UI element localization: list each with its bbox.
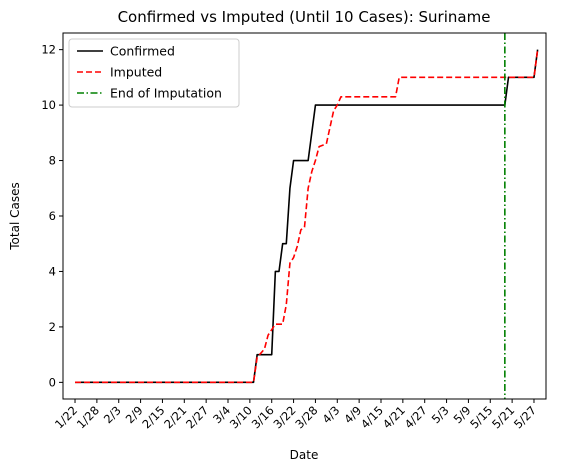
- x-tick-label: 1/28: [74, 403, 102, 431]
- x-tick-label: 3/10: [227, 403, 255, 431]
- legend: Confirmed Imputed End of Imputation: [68, 38, 240, 108]
- x-tick-label: 2/3: [101, 403, 124, 426]
- y-axis-label: Total Cases: [8, 182, 22, 250]
- x-tick-label: 5/15: [467, 403, 495, 431]
- y-tick-label: 12: [41, 43, 56, 57]
- series-line-confirmed: [75, 49, 539, 384]
- x-tick-label: 3/28: [292, 403, 320, 431]
- x-ticks: 1/221/282/32/92/152/212/273/43/103/163/2…: [52, 399, 539, 431]
- x-tick-label: 1/22: [52, 403, 80, 431]
- y-tick-label: 10: [41, 98, 56, 112]
- x-tick-label: 4/21: [380, 403, 408, 431]
- y-ticks: 0 2 4 6 8 10 12: [41, 43, 63, 389]
- legend-label-confirmed: Confirmed: [110, 44, 175, 59]
- x-tick-label: 5/21: [489, 403, 517, 431]
- chart-title: Confirmed vs Imputed (Until 10 Cases): S…: [118, 8, 491, 26]
- x-tick-label: 3/22: [271, 403, 299, 431]
- x-tick-label: 3/16: [249, 403, 277, 431]
- x-tick-label: 2/21: [161, 403, 189, 431]
- y-tick-label: 0: [49, 375, 56, 389]
- x-tick-label: 2/15: [139, 403, 167, 431]
- x-tick-label: 5/3: [429, 403, 452, 426]
- y-tick-label: 2: [49, 320, 56, 334]
- legend-label-end-of-imputation: End of Imputation: [110, 86, 222, 101]
- y-tick-label: 4: [49, 264, 56, 278]
- x-tick-label: 4/27: [402, 403, 430, 431]
- legend-box: [68, 38, 240, 108]
- x-tick-label: 5/27: [511, 403, 539, 431]
- plot-area: [75, 33, 539, 399]
- x-tick-label: 4/3: [319, 403, 342, 426]
- series-line-imputed: [75, 49, 539, 384]
- x-axis-label: Date: [290, 448, 319, 462]
- y-tick-label: 8: [49, 154, 56, 168]
- x-tick-label: 2/27: [183, 403, 211, 431]
- legend-label-imputed: Imputed: [110, 65, 162, 80]
- y-tick-label: 6: [49, 209, 56, 223]
- x-tick-label: 4/15: [358, 403, 386, 431]
